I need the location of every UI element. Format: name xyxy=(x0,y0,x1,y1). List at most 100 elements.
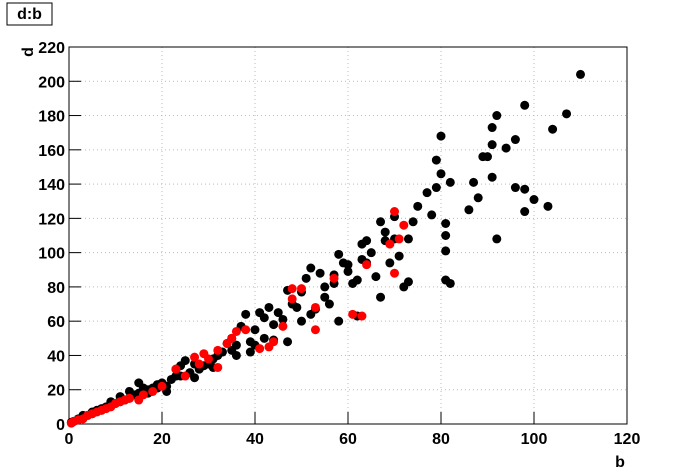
point xyxy=(492,111,502,121)
point xyxy=(287,294,297,304)
point xyxy=(348,278,358,288)
y-tick-label: 140 xyxy=(38,177,65,194)
point xyxy=(422,188,432,198)
point xyxy=(306,263,316,273)
point xyxy=(529,195,539,205)
plot-area: 0 20 40 60 80 100 120 0 20 40 60 80 100 120 140 160 180 2… xyxy=(38,40,640,448)
y-tick-label: 40 xyxy=(47,348,65,365)
point xyxy=(436,131,446,141)
point xyxy=(371,272,381,282)
point xyxy=(576,69,585,79)
y-tick-label: 220 xyxy=(38,40,65,57)
point xyxy=(278,314,288,324)
point xyxy=(269,320,279,330)
point xyxy=(134,378,144,388)
point xyxy=(310,325,320,335)
point xyxy=(510,135,520,145)
point xyxy=(324,299,334,309)
y-axis-label: d xyxy=(20,47,37,57)
point xyxy=(190,352,200,362)
point xyxy=(464,205,474,215)
point xyxy=(431,155,441,165)
point xyxy=(376,217,386,227)
y-tick-label: 60 xyxy=(47,314,65,331)
point xyxy=(148,386,158,396)
point xyxy=(245,347,255,357)
point xyxy=(297,284,306,294)
frame xyxy=(68,46,628,425)
point xyxy=(441,219,451,229)
x-tick-label: 120 xyxy=(614,431,641,448)
point xyxy=(390,268,399,278)
point xyxy=(520,184,530,194)
point xyxy=(399,282,409,292)
y-tick-label: 80 xyxy=(47,280,65,297)
point xyxy=(520,207,530,217)
x-tick-label: 20 xyxy=(153,431,171,448)
point xyxy=(487,123,497,133)
point xyxy=(320,282,330,292)
point xyxy=(548,124,558,134)
point xyxy=(385,258,395,268)
point xyxy=(394,234,404,244)
point xyxy=(390,207,399,217)
chart-title: d:b xyxy=(17,6,42,23)
point xyxy=(231,350,241,360)
point xyxy=(376,292,386,302)
point xyxy=(348,309,358,319)
point xyxy=(343,266,353,276)
point xyxy=(445,177,455,187)
point xyxy=(441,275,451,285)
point xyxy=(287,284,297,294)
point xyxy=(315,268,325,278)
x-tick-label: 60 xyxy=(339,431,357,448)
point xyxy=(255,308,265,318)
point xyxy=(399,220,409,230)
point xyxy=(171,371,181,381)
point xyxy=(157,381,167,391)
point xyxy=(441,231,451,240)
point xyxy=(320,292,330,302)
point xyxy=(366,248,376,258)
point xyxy=(283,337,293,347)
x-tick-label: 0 xyxy=(65,431,74,448)
x-tick-label: 80 xyxy=(432,431,450,448)
point xyxy=(427,210,437,220)
point xyxy=(413,201,423,211)
point xyxy=(469,177,479,187)
point xyxy=(255,344,265,354)
point xyxy=(543,201,553,211)
y-tick-label: 200 xyxy=(38,74,65,91)
point xyxy=(403,234,413,244)
point xyxy=(334,316,344,326)
point xyxy=(501,143,511,153)
point xyxy=(510,183,520,193)
point xyxy=(278,321,288,331)
point xyxy=(301,273,311,283)
point xyxy=(487,172,497,182)
point xyxy=(241,309,251,319)
point xyxy=(180,371,190,381)
x-tick-label: 40 xyxy=(246,431,264,448)
point xyxy=(562,109,572,119)
point xyxy=(492,234,502,244)
point xyxy=(520,100,530,110)
point xyxy=(478,152,488,162)
point xyxy=(190,373,200,383)
point xyxy=(250,325,260,335)
point xyxy=(334,249,344,259)
point xyxy=(431,183,441,193)
point xyxy=(124,386,134,396)
y-tick-label: 20 xyxy=(47,383,65,400)
point xyxy=(362,260,372,270)
point xyxy=(241,325,251,335)
point xyxy=(222,338,232,348)
point xyxy=(306,309,316,319)
x-axis-label: b xyxy=(615,454,625,471)
point xyxy=(473,193,483,203)
point xyxy=(436,169,446,179)
point xyxy=(199,349,209,359)
point xyxy=(441,246,451,256)
point xyxy=(231,326,241,336)
y-tick-label: 0 xyxy=(56,417,65,434)
